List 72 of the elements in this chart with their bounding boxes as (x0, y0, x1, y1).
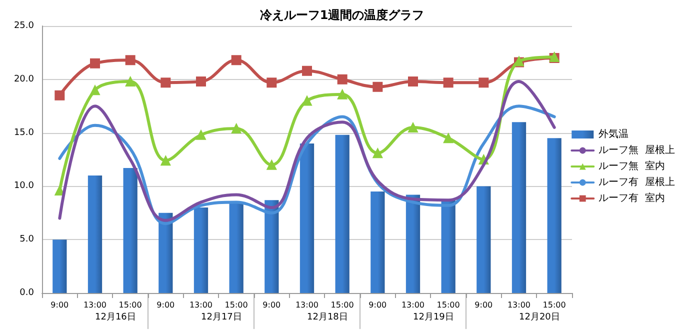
x-tick-label: 15:00 (118, 300, 142, 310)
bar (406, 194, 420, 293)
legend-label: ルーフ有 屋根上 (598, 176, 675, 188)
text: 12月18日 (307, 312, 348, 322)
bar (476, 186, 491, 293)
point (302, 96, 312, 106)
x-tick-label: 15:00 (224, 300, 248, 310)
x-tick-label: 15:00 (542, 300, 566, 310)
point (90, 85, 100, 96)
point (408, 76, 418, 87)
bar (229, 202, 244, 293)
bar (158, 212, 173, 293)
x-tick-label: 15:00 (436, 300, 460, 310)
point (231, 124, 242, 134)
x-tick-label: 13:00 (83, 300, 107, 310)
legend-label: ルーフ無 屋根上 (598, 144, 675, 156)
bar (88, 176, 102, 293)
x-tick-label: 15:00 (330, 300, 354, 310)
bar (194, 208, 208, 293)
text: 12月16日 (95, 312, 136, 322)
legend-label: ルーフ有 室内 (598, 192, 665, 204)
bar (123, 168, 138, 293)
text: 12月19日 (413, 312, 454, 322)
point (125, 55, 136, 66)
bar (52, 240, 67, 293)
bar (441, 200, 456, 293)
bar (335, 134, 350, 293)
legend-label: ルーフ無 室内 (598, 160, 665, 172)
point (372, 148, 383, 158)
x-tick-label: 9:00 (262, 300, 281, 310)
y-tick-label: 15.0 (14, 128, 34, 138)
x-tick-label: 9:00 (474, 300, 493, 310)
point (408, 122, 418, 132)
point (302, 66, 312, 76)
text: 12月17日 (201, 312, 242, 322)
point (266, 78, 277, 88)
bar (300, 143, 314, 293)
point (196, 76, 206, 87)
point (125, 76, 136, 87)
x-tick-label: 9:00 (156, 300, 175, 310)
x-tick-label: 13:00 (295, 300, 319, 310)
legend-label: 外気温 (598, 128, 629, 140)
y-tick-label: 5.0 (20, 234, 34, 245)
point (90, 58, 100, 68)
chart-title: 冷えルーフ1週間の温度グラフ (260, 8, 424, 22)
y-tick-label: 25.0 (14, 21, 34, 31)
point (372, 82, 383, 92)
x-tick-label: 13:00 (401, 300, 425, 310)
line-series (58, 80, 556, 222)
point (337, 74, 348, 84)
x-tick-label: 13:00 (507, 300, 531, 310)
text: 12月20日 (519, 312, 560, 322)
point (196, 130, 206, 140)
y-tick-label: 0.0 (20, 288, 34, 298)
y-tick-label: 20.0 (14, 74, 34, 84)
x-tick-label: 9:00 (368, 300, 387, 310)
bar (264, 200, 279, 293)
point (478, 78, 489, 88)
x-tick-label: 9:00 (50, 300, 69, 310)
y-tick-label: 10.0 (14, 181, 34, 192)
point (231, 55, 242, 66)
bar (512, 122, 526, 293)
bar (547, 138, 562, 293)
point (443, 133, 454, 144)
point (337, 89, 348, 100)
point (54, 90, 65, 100)
bar (370, 192, 385, 293)
point (160, 78, 171, 88)
point (160, 156, 171, 166)
point (443, 78, 454, 88)
x-tick-label: 13:00 (189, 300, 213, 310)
point (266, 160, 277, 170)
